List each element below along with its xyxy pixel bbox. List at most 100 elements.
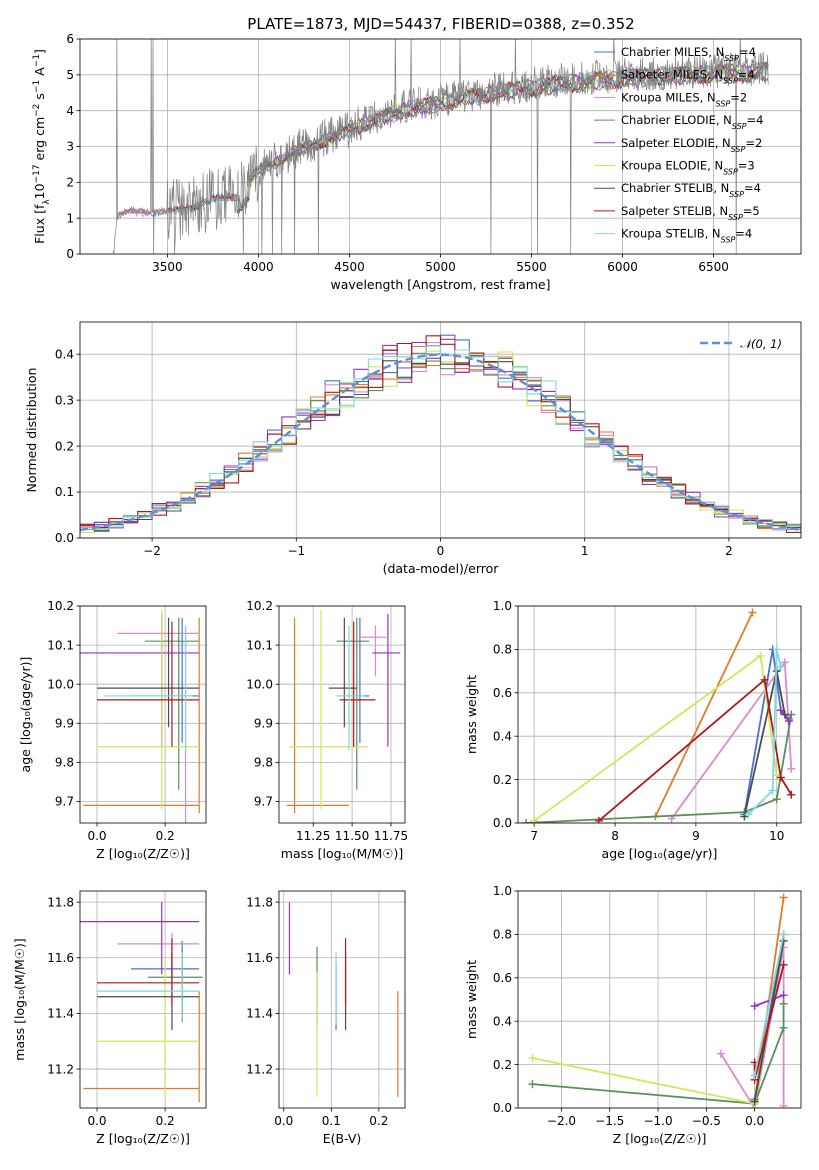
- y-tick-label: 3: [66, 140, 74, 154]
- x-tick-label: 0.0: [87, 829, 106, 843]
- mass-weight-marker: [760, 675, 769, 684]
- panel-mass_vs_EBV: 0.0 0.1 0.2 11.2 11.4 11.6 11.8 E(B-V): [246, 890, 406, 1146]
- x-tick-label: 11.75: [374, 829, 408, 843]
- legend-entry: Kroupa STELIB, NSSP=4: [621, 227, 752, 245]
- y-tick-label: 5: [66, 68, 74, 82]
- x-axis-label: Z [log₁₀(Z/Z☉)]: [613, 1131, 707, 1146]
- legend-entry: Kroupa MILES, NSSP=2: [621, 90, 747, 108]
- y-tick-label: 0.2: [493, 773, 512, 787]
- y-tick-label: 0.6: [493, 971, 512, 985]
- panel-spectrum: 3500 4000 4500 5000 5500 6000 6500 0 1 2 3 4 5 6 wavel…: [32, 32, 802, 292]
- mass-weight-marker: [750, 1097, 759, 1106]
- x-tick-label: 0.2: [369, 1114, 388, 1128]
- mass-weight-line: [753, 897, 785, 1102]
- y-tick-label: 1.0: [493, 884, 512, 898]
- mass-weight-marker: [779, 960, 788, 969]
- y-tick-label: 0.2: [55, 439, 74, 453]
- legend-entry: Kroupa ELODIE, NSSP=3: [621, 159, 755, 177]
- x-tick-label: 3500: [152, 260, 183, 274]
- y-axis-label: mass weight: [464, 960, 479, 1039]
- y-tick-label: 11.6: [47, 951, 74, 965]
- x-tick-label: −0.5: [692, 1114, 721, 1128]
- mass-weight-marker: [528, 1080, 537, 1089]
- data-spectrum-line: [112, 39, 769, 254]
- y-tick-label: 9.8: [55, 756, 74, 770]
- plot-area: [286, 609, 401, 814]
- mass-weight-marker: [780, 710, 789, 719]
- x-tick-label: 8: [611, 829, 619, 843]
- panel-mass_weight_vs_age: 7 8 9 10 0.0 0.2 0.4 0.6 0.8 1.0 age [log₁₀(age/yr…: [464, 599, 802, 861]
- x-tick-label: 1: [581, 544, 589, 558]
- mass-weight-marker: [779, 999, 788, 1008]
- mass-weight-marker: [756, 651, 765, 660]
- mass-weight-marker: [772, 645, 781, 654]
- x-tick-label: 0: [437, 544, 445, 558]
- x-tick-label: 11.25: [296, 829, 330, 843]
- y-tick-label: 1.0: [493, 599, 512, 613]
- mass-weight-marker: [750, 1071, 759, 1080]
- legend-entry: Salpeter MILES, NSSP=4: [621, 68, 755, 86]
- mass-weight-line: [747, 649, 782, 815]
- y-tick-label: 11.2: [47, 1062, 74, 1076]
- y-tick-label: 9.7: [254, 795, 273, 809]
- y-axis-label: mass weight: [464, 675, 479, 754]
- y-tick-label: 11.2: [246, 1062, 273, 1076]
- y-tick-label: 9.7: [55, 795, 74, 809]
- x-tick-label: 0.0: [274, 1114, 293, 1128]
- mass-weight-marker: [740, 812, 749, 821]
- residual-histogram: [80, 345, 801, 530]
- axes-frame: [278, 890, 406, 1109]
- x-tick-label: 6000: [607, 260, 638, 274]
- x-axis-label: Z [log₁₀(Z/Z☉)]: [96, 846, 190, 861]
- y-tick-label: 10.0: [246, 677, 273, 691]
- mass-weight-marker: [522, 819, 531, 823]
- x-tick-label: 10: [769, 829, 784, 843]
- x-tick-label: 4000: [243, 260, 274, 274]
- y-tick-label: 4: [66, 104, 74, 118]
- y-tick-label: 0.4: [493, 1014, 512, 1028]
- x-tick-label: 2: [725, 544, 733, 558]
- plot-area: [80, 902, 203, 1103]
- x-tick-label: 5500: [516, 260, 547, 274]
- legend-entry: 𝒩(0, 1): [740, 337, 782, 351]
- x-tick-label: −1.5: [595, 1114, 624, 1128]
- panel-residuals: −2 −1 0 1 2 0.0 0.1 0.2 0.3 0.4 (data-model)/error…: [24, 321, 802, 576]
- axes-frame: [517, 605, 802, 824]
- panel-age_vs_Z: 0.0 0.2 9.7 9.8 9.9 10.0 10.1 10.2 Z [log₁₀(Z/Z☉…: [18, 599, 207, 861]
- mass-weight-marker: [779, 1101, 788, 1108]
- x-tick-label: 4500: [334, 260, 365, 274]
- mass-weight-marker: [744, 810, 753, 819]
- mass-weight-line: [533, 654, 778, 822]
- axes-frame: [517, 890, 802, 1109]
- plot-area: [528, 893, 788, 1108]
- axes-frame: [79, 890, 207, 1109]
- panel-mass_weight_vs_Z: −2.0 −1.5 −1.0 −0.5 0.0 0.0 0.2 0.4 0.6 0.8 1.0 Z […: [464, 884, 802, 1146]
- plot-area: [80, 334, 801, 536]
- y-tick-label: 11.6: [246, 951, 273, 965]
- panel-mass_vs_Z: 0.0 0.2 11.2 11.4 11.6 11.8 Z [log₁₀(Z/Z☉)] mas…: [12, 890, 207, 1146]
- mass-weight-marker: [530, 816, 539, 823]
- y-tick-label: 1: [66, 211, 74, 225]
- x-tick-label: 0.2: [156, 829, 175, 843]
- mass-weight-marker: [779, 930, 788, 939]
- plot-area: [288, 902, 399, 1097]
- x-axis-label: (data-model)/error: [383, 561, 500, 576]
- plot-area: [112, 39, 769, 254]
- y-tick-label: 11.4: [246, 1007, 273, 1021]
- y-tick-label: 10.1: [47, 638, 74, 652]
- mass-weight-marker: [748, 608, 757, 617]
- mass-weight-marker: [776, 773, 785, 782]
- mass-weight-marker: [772, 795, 781, 804]
- x-tick-label: 0.0: [87, 1114, 106, 1128]
- mass-weight-marker: [787, 764, 796, 773]
- x-tick-label: −1: [287, 544, 305, 558]
- normal-curve: [80, 353, 799, 532]
- y-tick-label: 6: [66, 32, 74, 46]
- mass-weight-marker: [594, 816, 603, 823]
- mass-weight-marker: [787, 790, 796, 799]
- mass-weight-line: [598, 678, 793, 822]
- x-axis-label: mass [log₁₀(M/M☉)]: [281, 846, 403, 861]
- y-tick-label: 10.2: [246, 599, 273, 613]
- legend-entry: Salpeter ELODIE, NSSP=2: [621, 136, 762, 154]
- y-tick-label: 9.8: [254, 756, 273, 770]
